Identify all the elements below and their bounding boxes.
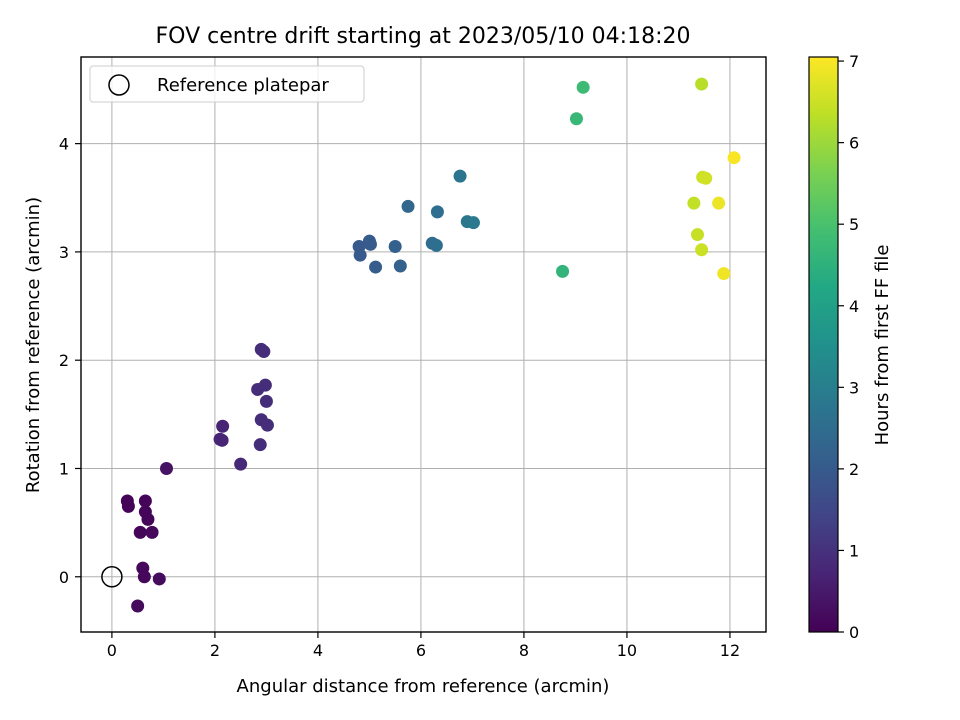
x-axis-label: Angular distance from reference (arcmin): [237, 676, 610, 697]
x-tick-label: 0: [107, 641, 117, 660]
scatter-point: [393, 259, 407, 273]
colorbar-gradient: [808, 56, 839, 633]
scatter-point: [727, 151, 741, 165]
x-tick-label: 4: [313, 641, 323, 660]
colorbar-label: Hours from first FF file: [872, 245, 893, 446]
y-tick-label: 1: [59, 459, 69, 478]
scatter-point: [253, 438, 267, 452]
scatter-point: [363, 237, 377, 251]
colorbar-tick-label: 4: [849, 297, 859, 316]
legend-box: [89, 65, 365, 103]
colorbar-ticks: 0 1 2 3 4 5 6 7: [838, 52, 859, 642]
scatter-point: [717, 267, 731, 281]
scatter-point: [699, 171, 713, 185]
legend: Reference platepar: [89, 65, 365, 103]
scatter-point: [430, 205, 444, 219]
scatter-point: [695, 243, 709, 257]
colorbar-tick-label: 6: [849, 134, 859, 153]
colorbar-tick-label: 7: [849, 52, 859, 71]
x-tick-label: 12: [720, 641, 740, 660]
legend-marker-open-circle: [108, 74, 130, 96]
colorbar-tick-label: 1: [849, 541, 859, 560]
colorbar-tick-label: 2: [849, 460, 859, 479]
scatter-point: [216, 419, 230, 433]
scatter-point: [556, 264, 570, 278]
scatter-point: [234, 457, 248, 471]
y-tick-label: 4: [59, 135, 69, 154]
x-tick-label: 2: [210, 641, 220, 660]
scatter-point: [353, 248, 367, 262]
scatter-point: [429, 238, 443, 252]
scatter-point: [388, 240, 402, 254]
scatter-point: [138, 494, 152, 508]
scatter-point: [453, 169, 467, 183]
y-tick-label: 0: [59, 568, 69, 587]
scatter-point: [141, 512, 155, 526]
colorbar: 0 1 2 3 4 5 6 7 Hours from first FF file: [808, 52, 893, 642]
scatter-point: [369, 260, 383, 274]
grid-lines: [81, 57, 766, 632]
reference-marker-group: [101, 566, 123, 588]
y-tick-label: 2: [59, 351, 69, 370]
scatter-points: [120, 77, 741, 613]
colorbar-tick-label: 5: [849, 215, 859, 234]
scatter-point: [145, 525, 159, 539]
x-tick-label: 8: [519, 641, 529, 660]
colorbar-tick-label: 3: [849, 378, 859, 397]
y-tick-label: 3: [59, 243, 69, 262]
scatter-point: [131, 599, 145, 613]
scatter-point: [466, 216, 480, 230]
scatter-point: [691, 228, 704, 242]
legend-label: Reference platepar: [157, 75, 329, 96]
y-axis-label: Rotation from reference (arcmin): [23, 197, 44, 493]
scatter-point: [687, 196, 701, 210]
y-axis-ticks: 0 1 2 3 4: [59, 135, 81, 587]
x-tick-label: 6: [416, 641, 426, 660]
scatter-point: [258, 378, 272, 392]
scatter-point: [259, 394, 273, 408]
chart-title: FOV centre drift starting at 2023/05/10 …: [156, 24, 691, 49]
scatter-point: [215, 433, 229, 447]
scatter-point: [401, 199, 415, 213]
scatter-point: [152, 572, 166, 586]
scatter-point: [121, 499, 135, 513]
colorbar-tick-label: 0: [849, 623, 859, 642]
x-axis-ticks: 0 2 4 6 8 10 12: [107, 632, 740, 660]
scatter-point: [712, 196, 726, 210]
scatter-point: [159, 461, 173, 475]
x-tick-label: 10: [617, 641, 637, 660]
scatter-point: [695, 77, 709, 91]
plot-frame: [80, 56, 767, 633]
scatter-point: [576, 80, 590, 94]
scatter-point: [260, 418, 274, 432]
scatter-point: [569, 112, 583, 126]
scatter-point: [137, 570, 151, 584]
scatter-point: [257, 345, 271, 359]
scatter-point: [133, 525, 147, 539]
reference-platepar-marker: [101, 566, 123, 588]
